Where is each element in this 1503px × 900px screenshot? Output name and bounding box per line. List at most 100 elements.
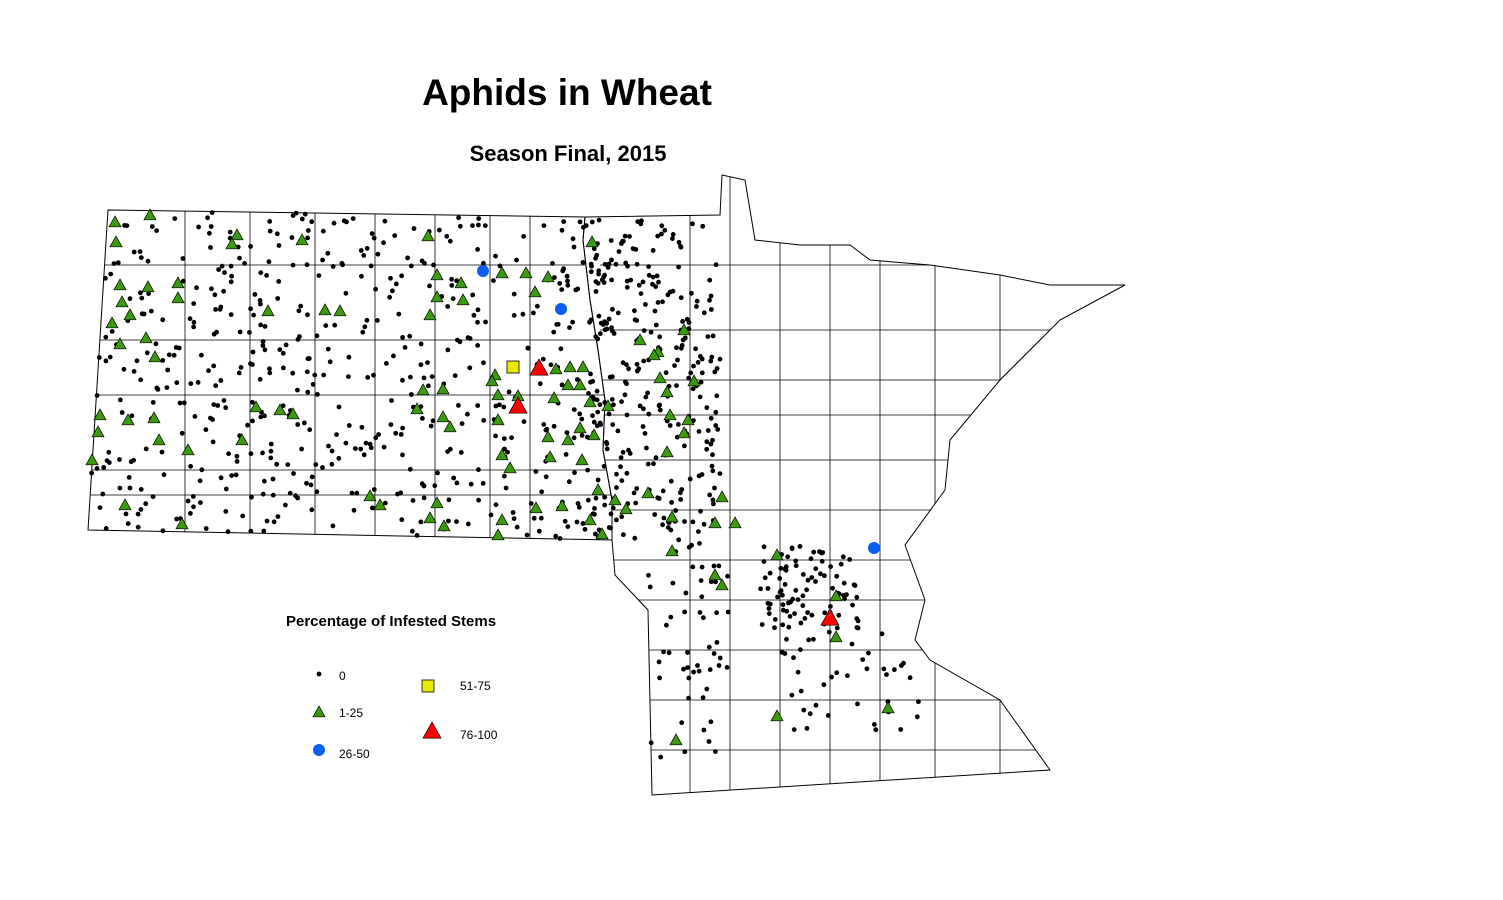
point-0 xyxy=(126,475,132,480)
point-0 xyxy=(664,622,669,628)
point-0 xyxy=(306,228,311,233)
point-0 xyxy=(180,278,186,284)
point-0 xyxy=(643,302,648,307)
point-0 xyxy=(248,306,254,312)
point-1-25 xyxy=(653,371,667,384)
point-0 xyxy=(511,291,517,297)
point-0 xyxy=(633,500,639,506)
point-0 xyxy=(873,727,879,733)
point-0 xyxy=(828,564,833,569)
point-1-25 xyxy=(715,490,729,503)
point-0 xyxy=(808,556,814,562)
point-0 xyxy=(160,317,166,323)
point-0 xyxy=(614,517,619,523)
point-0 xyxy=(707,297,712,303)
point-0 xyxy=(819,550,825,556)
point-1-25 xyxy=(491,413,505,426)
point-0 xyxy=(866,650,871,656)
point-0 xyxy=(609,257,614,263)
map-subtitle: Season Final, 2015 xyxy=(469,141,667,166)
point-0 xyxy=(602,494,607,500)
point-0 xyxy=(407,333,413,339)
point-0 xyxy=(135,524,141,530)
point-0 xyxy=(174,516,180,522)
point-0 xyxy=(359,424,365,430)
point-0 xyxy=(899,663,904,668)
point-0 xyxy=(414,533,420,538)
point-1-25 xyxy=(109,235,123,248)
point-0 xyxy=(611,402,616,408)
point-0 xyxy=(907,675,913,681)
point-0 xyxy=(696,529,701,534)
point-0 xyxy=(591,419,597,425)
point-0 xyxy=(682,335,688,341)
point-0 xyxy=(267,366,272,372)
point-0 xyxy=(198,500,203,505)
point-0 xyxy=(663,370,669,376)
point-0 xyxy=(575,286,581,292)
point-0 xyxy=(698,508,703,514)
point-0 xyxy=(597,402,603,407)
point-0 xyxy=(251,312,256,318)
point-0 xyxy=(528,501,534,506)
point-0 xyxy=(639,218,644,224)
point-0 xyxy=(795,597,801,602)
point-0 xyxy=(537,381,543,387)
point-0 xyxy=(710,497,716,503)
point-0 xyxy=(234,459,240,464)
point-0 xyxy=(360,329,366,335)
point-26-50 xyxy=(477,265,489,277)
point-0 xyxy=(277,347,283,352)
point-0 xyxy=(659,223,665,229)
point-0 xyxy=(775,594,780,600)
point-0 xyxy=(245,422,250,428)
point-0 xyxy=(482,223,488,229)
point-1-25 xyxy=(503,461,517,474)
point-0 xyxy=(892,667,897,673)
point-1-25 xyxy=(115,295,129,308)
point-0 xyxy=(622,392,628,398)
point-1-25 xyxy=(123,308,137,321)
point-1-25 xyxy=(708,568,722,581)
point-0 xyxy=(304,480,309,486)
point-0 xyxy=(103,358,109,364)
point-0 xyxy=(623,379,628,385)
point-0 xyxy=(454,480,460,486)
point-0 xyxy=(449,283,455,288)
point-0 xyxy=(260,450,265,456)
point-0 xyxy=(511,313,517,318)
point-0 xyxy=(138,507,144,512)
point-0 xyxy=(785,554,791,560)
point-0 xyxy=(615,428,621,434)
point-0 xyxy=(400,335,405,340)
point-0 xyxy=(505,449,510,455)
point-0 xyxy=(709,354,715,360)
point-0 xyxy=(270,492,276,498)
point-0 xyxy=(604,446,610,452)
point-0 xyxy=(656,659,662,665)
point-0 xyxy=(606,261,612,267)
point-0 xyxy=(829,674,834,680)
point-1-25 xyxy=(829,630,843,643)
point-0 xyxy=(850,602,855,608)
point-0 xyxy=(503,485,509,491)
point-0 xyxy=(789,692,795,698)
point-0 xyxy=(143,446,149,452)
point-0 xyxy=(350,216,356,222)
point-0 xyxy=(236,370,242,376)
point-0 xyxy=(196,224,202,230)
point-1-25 xyxy=(601,399,615,412)
point-0 xyxy=(697,394,703,400)
point-0 xyxy=(94,393,100,398)
point-0 xyxy=(262,413,267,419)
point-1-25 xyxy=(436,410,450,423)
point-0 xyxy=(173,345,179,350)
point-0 xyxy=(488,512,494,518)
point-0 xyxy=(103,526,109,531)
point-0 xyxy=(213,383,219,389)
point-0 xyxy=(295,337,301,342)
point-0 xyxy=(283,342,289,348)
point-0 xyxy=(777,576,783,581)
point-0 xyxy=(250,418,255,424)
point-0 xyxy=(309,507,315,513)
